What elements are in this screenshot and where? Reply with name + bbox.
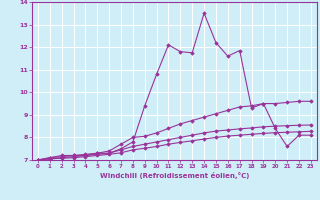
X-axis label: Windchill (Refroidissement éolien,°C): Windchill (Refroidissement éolien,°C)	[100, 172, 249, 179]
